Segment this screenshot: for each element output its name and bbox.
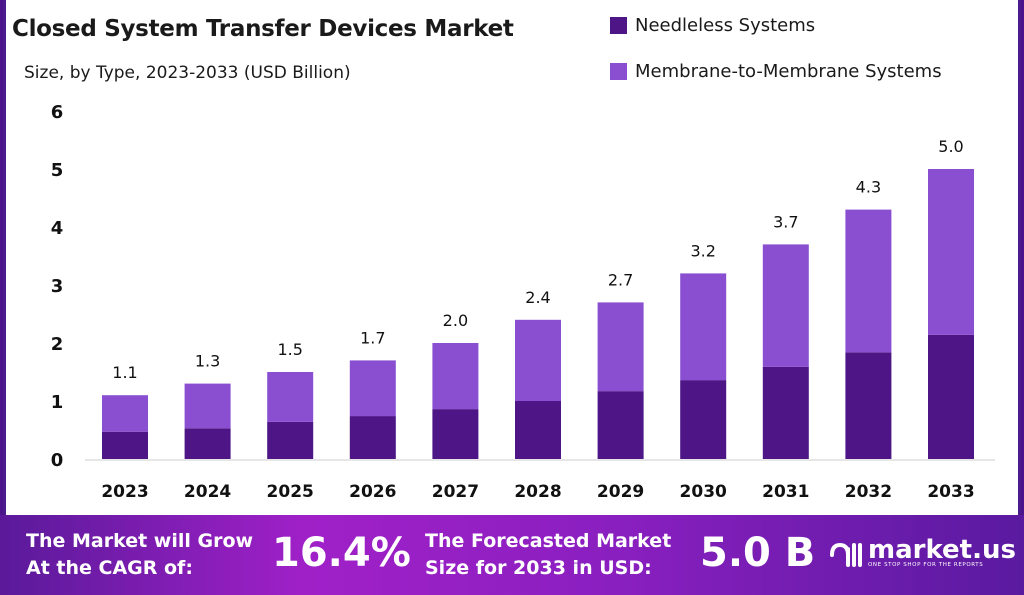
x-tick-label: 2027 bbox=[432, 482, 479, 502]
forecast-label: The Forecasted Market Size for 2033 in US… bbox=[425, 528, 671, 582]
legend-label: Membrane-to-Membrane Systems bbox=[635, 60, 942, 82]
bar-segment-membrane bbox=[102, 395, 148, 432]
y-tick-label: 0 bbox=[51, 450, 64, 471]
bar-segment-needleless bbox=[267, 421, 314, 459]
bar-segment-needleless bbox=[184, 428, 231, 459]
legend-swatch bbox=[610, 62, 627, 80]
legend-label: Needleless Systems bbox=[635, 14, 816, 36]
bar-segment-needleless bbox=[928, 334, 974, 459]
bar-segment-membrane bbox=[515, 319, 561, 401]
y-tick-label: 4 bbox=[51, 218, 64, 239]
logo-text: market.us bbox=[868, 535, 1016, 565]
legend-item-membrane: Membrane-to-Membrane Systems bbox=[610, 58, 942, 84]
x-tick-label: 2030 bbox=[680, 482, 727, 502]
bar-segment-needleless bbox=[432, 409, 479, 459]
data-label: 2.4 bbox=[525, 288, 550, 307]
legend-swatch bbox=[610, 16, 627, 34]
cagr-label-line1: The Market will Grow bbox=[26, 530, 254, 552]
bar-segment-membrane bbox=[349, 360, 396, 417]
bar-segment-membrane bbox=[762, 244, 809, 367]
x-tick-label: 2031 bbox=[762, 482, 809, 502]
x-tick-label: 2029 bbox=[597, 482, 644, 502]
chart-title: Closed System Transfer Devices Market bbox=[12, 16, 514, 42]
cagr-value: 16.4% bbox=[272, 530, 411, 576]
x-tick-label: 2026 bbox=[349, 482, 396, 502]
data-label: 1.7 bbox=[360, 328, 385, 347]
cagr-label: The Market will Grow At the CAGR of: bbox=[26, 528, 253, 582]
legend-item-needleless: Needleless Systems bbox=[610, 12, 942, 38]
logo-icon bbox=[830, 542, 862, 567]
bar-segment-needleless bbox=[762, 366, 809, 459]
bar-segment-needleless bbox=[515, 401, 561, 459]
bar-segment-needleless bbox=[680, 380, 727, 459]
bar-segment-membrane bbox=[432, 343, 479, 410]
bar-segment-membrane bbox=[184, 383, 231, 429]
x-tick-label: 2028 bbox=[514, 482, 561, 502]
bar-segment-membrane bbox=[680, 273, 727, 381]
x-tick-label: 2023 bbox=[101, 482, 148, 502]
data-label: 1.3 bbox=[195, 352, 220, 371]
data-label: 4.3 bbox=[856, 178, 881, 197]
chart-subtitle: Size, by Type, 2023-2033 (USD Billion) bbox=[24, 63, 351, 83]
data-label: 2.7 bbox=[608, 270, 633, 289]
bar-chart: 0 1 2 3 4 5 6 1.1 2023 1.3 2024 1.5 2025 1.7 2026 2.0 20… bbox=[51, 102, 995, 502]
bar-segment-needleless bbox=[597, 391, 644, 459]
market-us-logo: market.us ONE STOP SHOP FOR THE REPORTS bbox=[828, 537, 1016, 569]
y-tick-label: 3 bbox=[51, 276, 64, 297]
x-tick-label: 2033 bbox=[927, 482, 974, 502]
bar-segment-membrane bbox=[928, 169, 974, 335]
bar-segment-membrane bbox=[267, 372, 314, 422]
bar-segment-membrane bbox=[597, 302, 644, 392]
x-tick-label: 2032 bbox=[845, 482, 892, 502]
y-tick-label: 5 bbox=[51, 160, 64, 181]
forecast-label-line2: Size for 2033 in USD: bbox=[425, 557, 652, 579]
bar-segment-needleless bbox=[102, 431, 148, 459]
bar-segment-needleless bbox=[845, 352, 892, 459]
cagr-label-line2: At the CAGR of: bbox=[26, 557, 193, 579]
legend: Needleless Systems Membrane-to-Membrane … bbox=[610, 12, 942, 104]
forecast-value: 5.0 B bbox=[700, 530, 816, 576]
data-label: 3.7 bbox=[773, 212, 798, 231]
data-label: 2.0 bbox=[443, 311, 468, 330]
forecast-label-line1: The Forecasted Market bbox=[425, 530, 672, 552]
data-label: 1.1 bbox=[112, 363, 137, 382]
y-tick-label: 1 bbox=[51, 392, 64, 413]
data-label: 1.5 bbox=[277, 340, 302, 359]
data-label: 3.2 bbox=[690, 241, 715, 260]
y-tick-label: 6 bbox=[51, 102, 64, 123]
x-tick-label: 2024 bbox=[184, 482, 231, 502]
x-tick-label: 2025 bbox=[267, 482, 314, 502]
bar-segment-needleless bbox=[349, 416, 396, 459]
logo-tagline: ONE STOP SHOP FOR THE REPORTS bbox=[868, 562, 984, 568]
y-tick-label: 2 bbox=[51, 334, 64, 355]
data-label: 5.0 bbox=[938, 137, 963, 156]
footer-banner: The Market will Grow At the CAGR of: 16.4… bbox=[0, 515, 1024, 595]
bar-segment-membrane bbox=[845, 209, 892, 353]
